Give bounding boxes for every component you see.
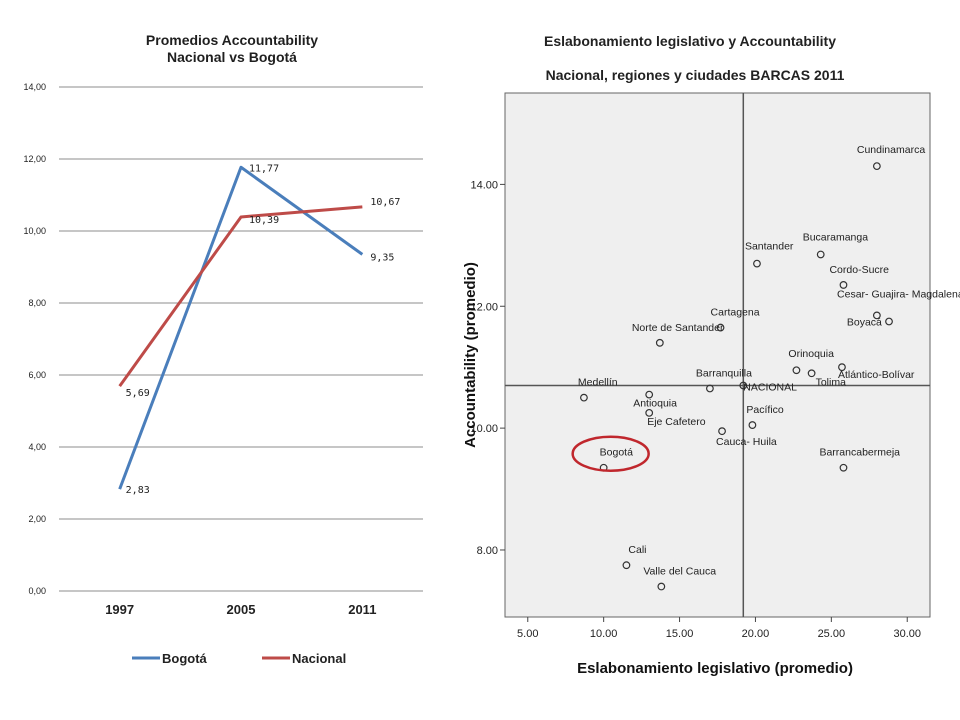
- legend-label: Nacional: [292, 651, 346, 666]
- scatter-point-bucaramanga: [816, 250, 825, 259]
- scatter-point-cordo-sucre: [839, 281, 848, 289]
- data-label: 9,35: [370, 252, 394, 263]
- scatter-point-pacifico: [748, 421, 757, 429]
- scatter-point-label: Orinoquia: [788, 348, 834, 360]
- scatter-point-label: Eje Cafetero: [647, 416, 706, 428]
- y-tick-label: 6,00: [28, 370, 46, 380]
- scatter-x-axis-label: Eslabonamiento legislativo (promedio): [577, 660, 853, 677]
- scatter-point-barranquilla: [706, 384, 714, 393]
- series-line-bogota: [118, 165, 364, 490]
- scatter-point-tolima: [807, 369, 816, 378]
- scatter-chart: Eslabonamiento legislativo y Accountabil…: [462, 33, 960, 677]
- scatter-point-label: Pacífico: [746, 404, 784, 416]
- scatter-plot-area: [504, 92, 931, 618]
- scatter-point-boyaca: [872, 311, 881, 320]
- line-chart: Promedios Accountability Nacional vs Bog…: [23, 32, 423, 666]
- scatter-point-label: Cartagena: [711, 307, 760, 319]
- scatter-point-label: Barrancabermeja: [819, 447, 900, 459]
- line-chart-title: Promedios Accountability: [146, 32, 318, 48]
- scatter-point-label: Norte de Santander: [632, 322, 724, 334]
- scatter-point-label: Barranquilla: [696, 368, 752, 380]
- scatter-point-label: Antioquia: [633, 398, 677, 410]
- scatter-point-label: NACIONAL: [743, 381, 797, 393]
- scatter-point-label: Atlántico-Bolívar: [838, 369, 915, 381]
- scatter-chart-subtitle: Nacional, regiones y ciudades BARCAS 201…: [546, 67, 845, 83]
- scatter-point-barrancabermeja: [839, 463, 848, 472]
- scatter-point-label: Tolima: [816, 376, 847, 388]
- x-tick-label: 1997: [105, 602, 134, 617]
- y-tick-label: 14.00: [470, 179, 498, 191]
- data-label: 5,69: [126, 388, 150, 399]
- highlight-ellipse: [571, 435, 650, 472]
- scatter-point-cauca-huila: [718, 427, 726, 436]
- scatter-point-eje-cafetero: [645, 408, 654, 417]
- scatter-point-label: Valle del Cauca: [643, 566, 716, 578]
- x-tick-label: 2005: [227, 602, 256, 617]
- scatter-point-atlantico-bolivar: [838, 363, 846, 372]
- x-tick-label: 25.00: [818, 628, 846, 640]
- y-tick-label: 12.00: [470, 301, 498, 313]
- scatter-point-label: Bogotá: [600, 447, 633, 459]
- x-tick-label: 30.00: [893, 628, 921, 640]
- x-tick-label: 5.00: [517, 628, 538, 640]
- scatter-point-label: Boyacá: [847, 316, 882, 328]
- series-line-nacional: [118, 205, 363, 388]
- scatter-point-cali: [622, 561, 631, 570]
- x-tick-label: 10.00: [590, 628, 618, 640]
- scatter-point-antioquia: [645, 390, 654, 399]
- y-tick-label: 10,00: [23, 226, 46, 236]
- data-label: 2,83: [126, 485, 150, 496]
- scatter-point-cundinamarca: [872, 162, 881, 171]
- scatter-point-orinoquia: [792, 366, 801, 375]
- scatter-point-label: Cundinamarca: [857, 144, 925, 156]
- scatter-point-cartagena: [716, 323, 725, 332]
- scatter-point-label: Bucaramanga: [803, 231, 869, 243]
- scatter-point-label: Medellín: [578, 377, 618, 389]
- y-tick-label: 4,00: [28, 442, 46, 452]
- data-label: 10,39: [249, 215, 279, 226]
- scatter-point-cesar-guajira-magdalena: [885, 317, 893, 326]
- line-chart-subtitle: Nacional vs Bogotá: [167, 49, 297, 65]
- scatter-chart-title: Eslabonamiento legislativo y Accountabil…: [544, 33, 836, 49]
- y-tick-label: 14,00: [23, 82, 46, 92]
- x-tick-label: 15.00: [666, 628, 694, 640]
- scatter-point-nacional: [739, 381, 748, 390]
- y-tick-label: 12,00: [23, 154, 46, 164]
- legend-label: Bogotá: [162, 651, 208, 666]
- data-label: 10,67: [370, 197, 400, 208]
- data-label: 11,77: [249, 163, 279, 174]
- scatter-point-medellin: [580, 393, 588, 402]
- scatter-point-label: Cali: [628, 544, 646, 556]
- scatter-point-norte-de-santander: [655, 338, 664, 347]
- scatter-point-label: Cauca- Huila: [716, 436, 777, 448]
- y-tick-label: 10.00: [470, 423, 498, 435]
- scatter-point-label: Cesar- Guajira- Magdalena: [837, 288, 960, 300]
- y-tick-label: 8.00: [477, 545, 498, 557]
- y-tick-label: 8,00: [28, 298, 46, 308]
- x-tick-label: 20.00: [742, 628, 770, 640]
- scatter-point-label: Cordo-Sucre: [829, 264, 889, 276]
- y-tick-label: 0,00: [28, 586, 46, 596]
- scatter-point-label: Santander: [745, 241, 794, 253]
- y-tick-label: 2,00: [28, 514, 46, 524]
- x-tick-label: 2011: [348, 602, 376, 617]
- scatter-point-santander: [753, 259, 761, 268]
- scatter-point-valle-del-cauca: [657, 582, 666, 591]
- scatter-y-axis-label: Accountability (promedio): [462, 262, 479, 448]
